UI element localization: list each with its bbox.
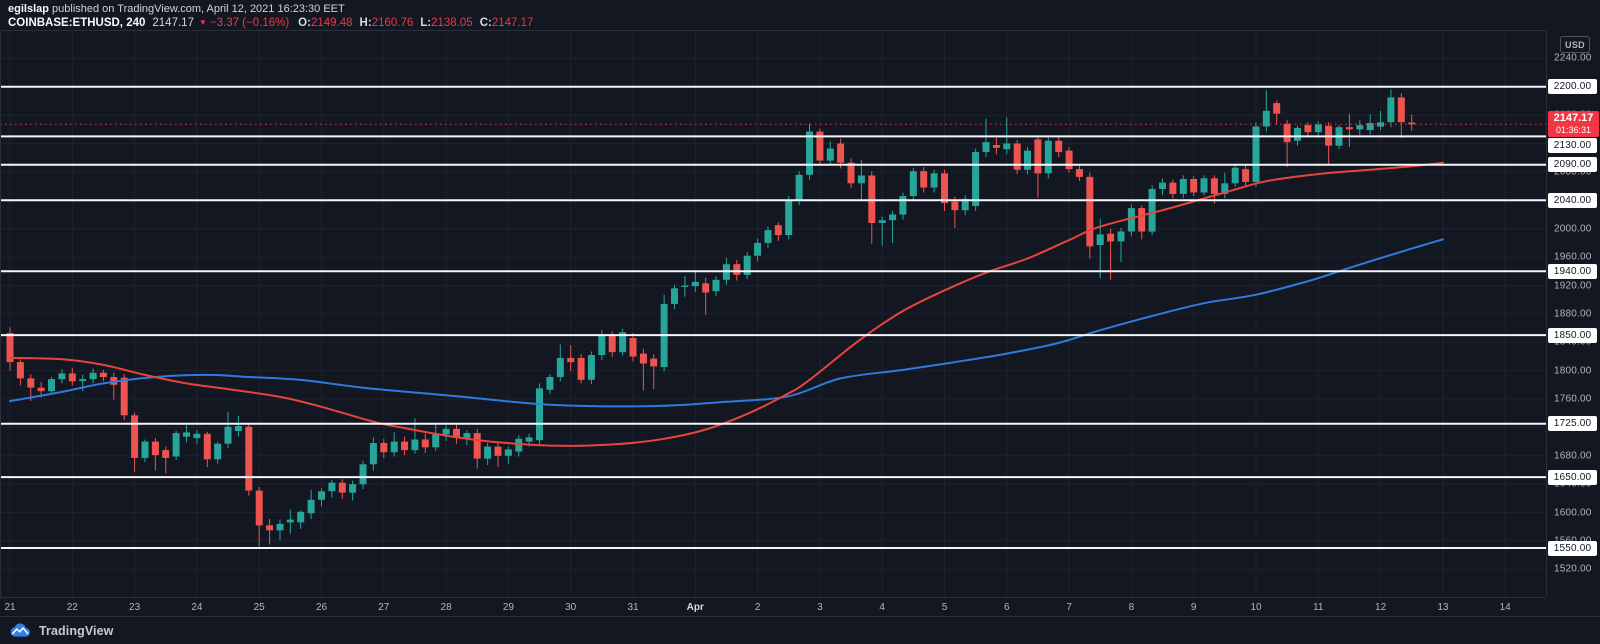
time-label: 9 [1190, 602, 1197, 613]
time-label: 8 [1128, 602, 1135, 613]
time-label: 22 [66, 602, 78, 613]
time-label: 11 [1313, 602, 1324, 613]
ma-blue-line [9, 238, 1444, 408]
tradingview-logo-icon[interactable] [9, 623, 32, 638]
brand-name[interactable]: TradingView [39, 623, 114, 638]
time-axis[interactable]: 21 22 23 24 25 26 27 28 29 30 31 Apr 2 3 4 5 6 7 8 9 10 11 12 1… [0, 597, 1546, 616]
author-name: egilslap [8, 3, 49, 15]
ma-red-line [9, 161, 1444, 447]
ohlc-high: H:2160.76 [359, 17, 414, 29]
time-label: 7 [1066, 602, 1072, 613]
level-price-badge: 1650.00 [1548, 469, 1597, 485]
time-label: 4 [879, 602, 885, 613]
current-price-value: 2147.17 [1553, 112, 1594, 125]
price-tick: 1880.00 [1554, 308, 1592, 320]
symbol-title: COINBASE:ETHUSD, 240 [8, 17, 146, 29]
ohlc-open: O:2149.48 [298, 17, 353, 29]
time-label: 2 [754, 602, 761, 613]
bar-countdown: 01:36:31 [1555, 125, 1592, 136]
publish-info: egilslap published on TradingView.com, A… [8, 2, 1408, 16]
level-price-badge: 1550.00 [1548, 540, 1597, 556]
price-tick: 1920.00 [1554, 280, 1592, 291]
time-label: 12 [1375, 602, 1387, 613]
time-label: 5 [941, 602, 948, 613]
time-label: 31 [627, 602, 639, 613]
price-tick: 2000.00 [1554, 223, 1592, 235]
time-label: 6 [1004, 602, 1010, 613]
down-arrow-icon: ▼ [198, 18, 207, 27]
footer-bar: TradingView [0, 616, 1600, 644]
level-price-badge: 1725.00 [1548, 416, 1597, 432]
time-label: 27 [378, 602, 390, 613]
time-label: 10 [1250, 602, 1262, 613]
ohlc-close: C:2147.17 [479, 17, 534, 29]
time-label: 30 [565, 602, 577, 613]
level-price-badge: 1940.00 [1548, 263, 1597, 279]
time-label: 26 [315, 602, 328, 613]
price-tick: 2240.00 [1554, 52, 1592, 64]
price-chart-pane[interactable] [0, 30, 1546, 597]
level-price-badge: 2200.00 [1548, 79, 1597, 95]
time-label: 14 [1499, 602, 1511, 613]
time-label-month: Apr [686, 602, 704, 613]
level-price-badge: 1850.00 [1548, 327, 1597, 343]
level-price-badge: 2130.00 [1548, 138, 1597, 154]
publish-text: published on TradingView.com, April 12, … [48, 3, 345, 15]
currency-label: USD [1560, 36, 1590, 53]
price-tick: 1760.00 [1554, 393, 1592, 405]
time-label: 3 [817, 602, 823, 613]
time-label: 25 [253, 602, 265, 613]
level-lines[interactable] [0, 85, 1546, 549]
price-axis[interactable]: USD 1520.001560.001600.001640.001680.001… [1546, 30, 1600, 597]
symbol-status-line: COINBASE:ETHUSD, 240 2147.17 ▼ −3.37 (−0.16… [8, 16, 1408, 30]
grid-layer [0, 30, 1546, 597]
price-tick: 1600.00 [1554, 507, 1592, 519]
ohlc-low: L:2138.05 [420, 17, 473, 29]
time-label: 28 [440, 602, 452, 613]
candlestick-chart[interactable] [0, 30, 1546, 597]
price-tick: 1960.00 [1554, 251, 1592, 263]
current-price-badge: 2147.17 01:36:31 [1548, 111, 1599, 138]
price-change: −3.37 (−0.16%) [209, 17, 290, 29]
time-label: 29 [502, 602, 514, 613]
price-tick: 1680.00 [1554, 450, 1592, 462]
time-label: 13 [1437, 602, 1449, 613]
chart-header: egilslap published on TradingView.com, A… [8, 2, 1408, 30]
time-label: 24 [191, 602, 203, 613]
time-label: 21 [4, 602, 16, 613]
level-price-badge: 2040.00 [1548, 192, 1597, 208]
level-price-badge: 2090.00 [1548, 157, 1597, 173]
time-label: 23 [129, 602, 141, 613]
price-tick: 1800.00 [1554, 365, 1592, 377]
last-price: 2147.17 [152, 17, 194, 29]
price-tick: 1520.00 [1554, 563, 1592, 575]
